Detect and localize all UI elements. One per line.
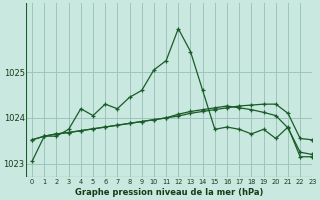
X-axis label: Graphe pression niveau de la mer (hPa): Graphe pression niveau de la mer (hPa) bbox=[75, 188, 263, 197]
